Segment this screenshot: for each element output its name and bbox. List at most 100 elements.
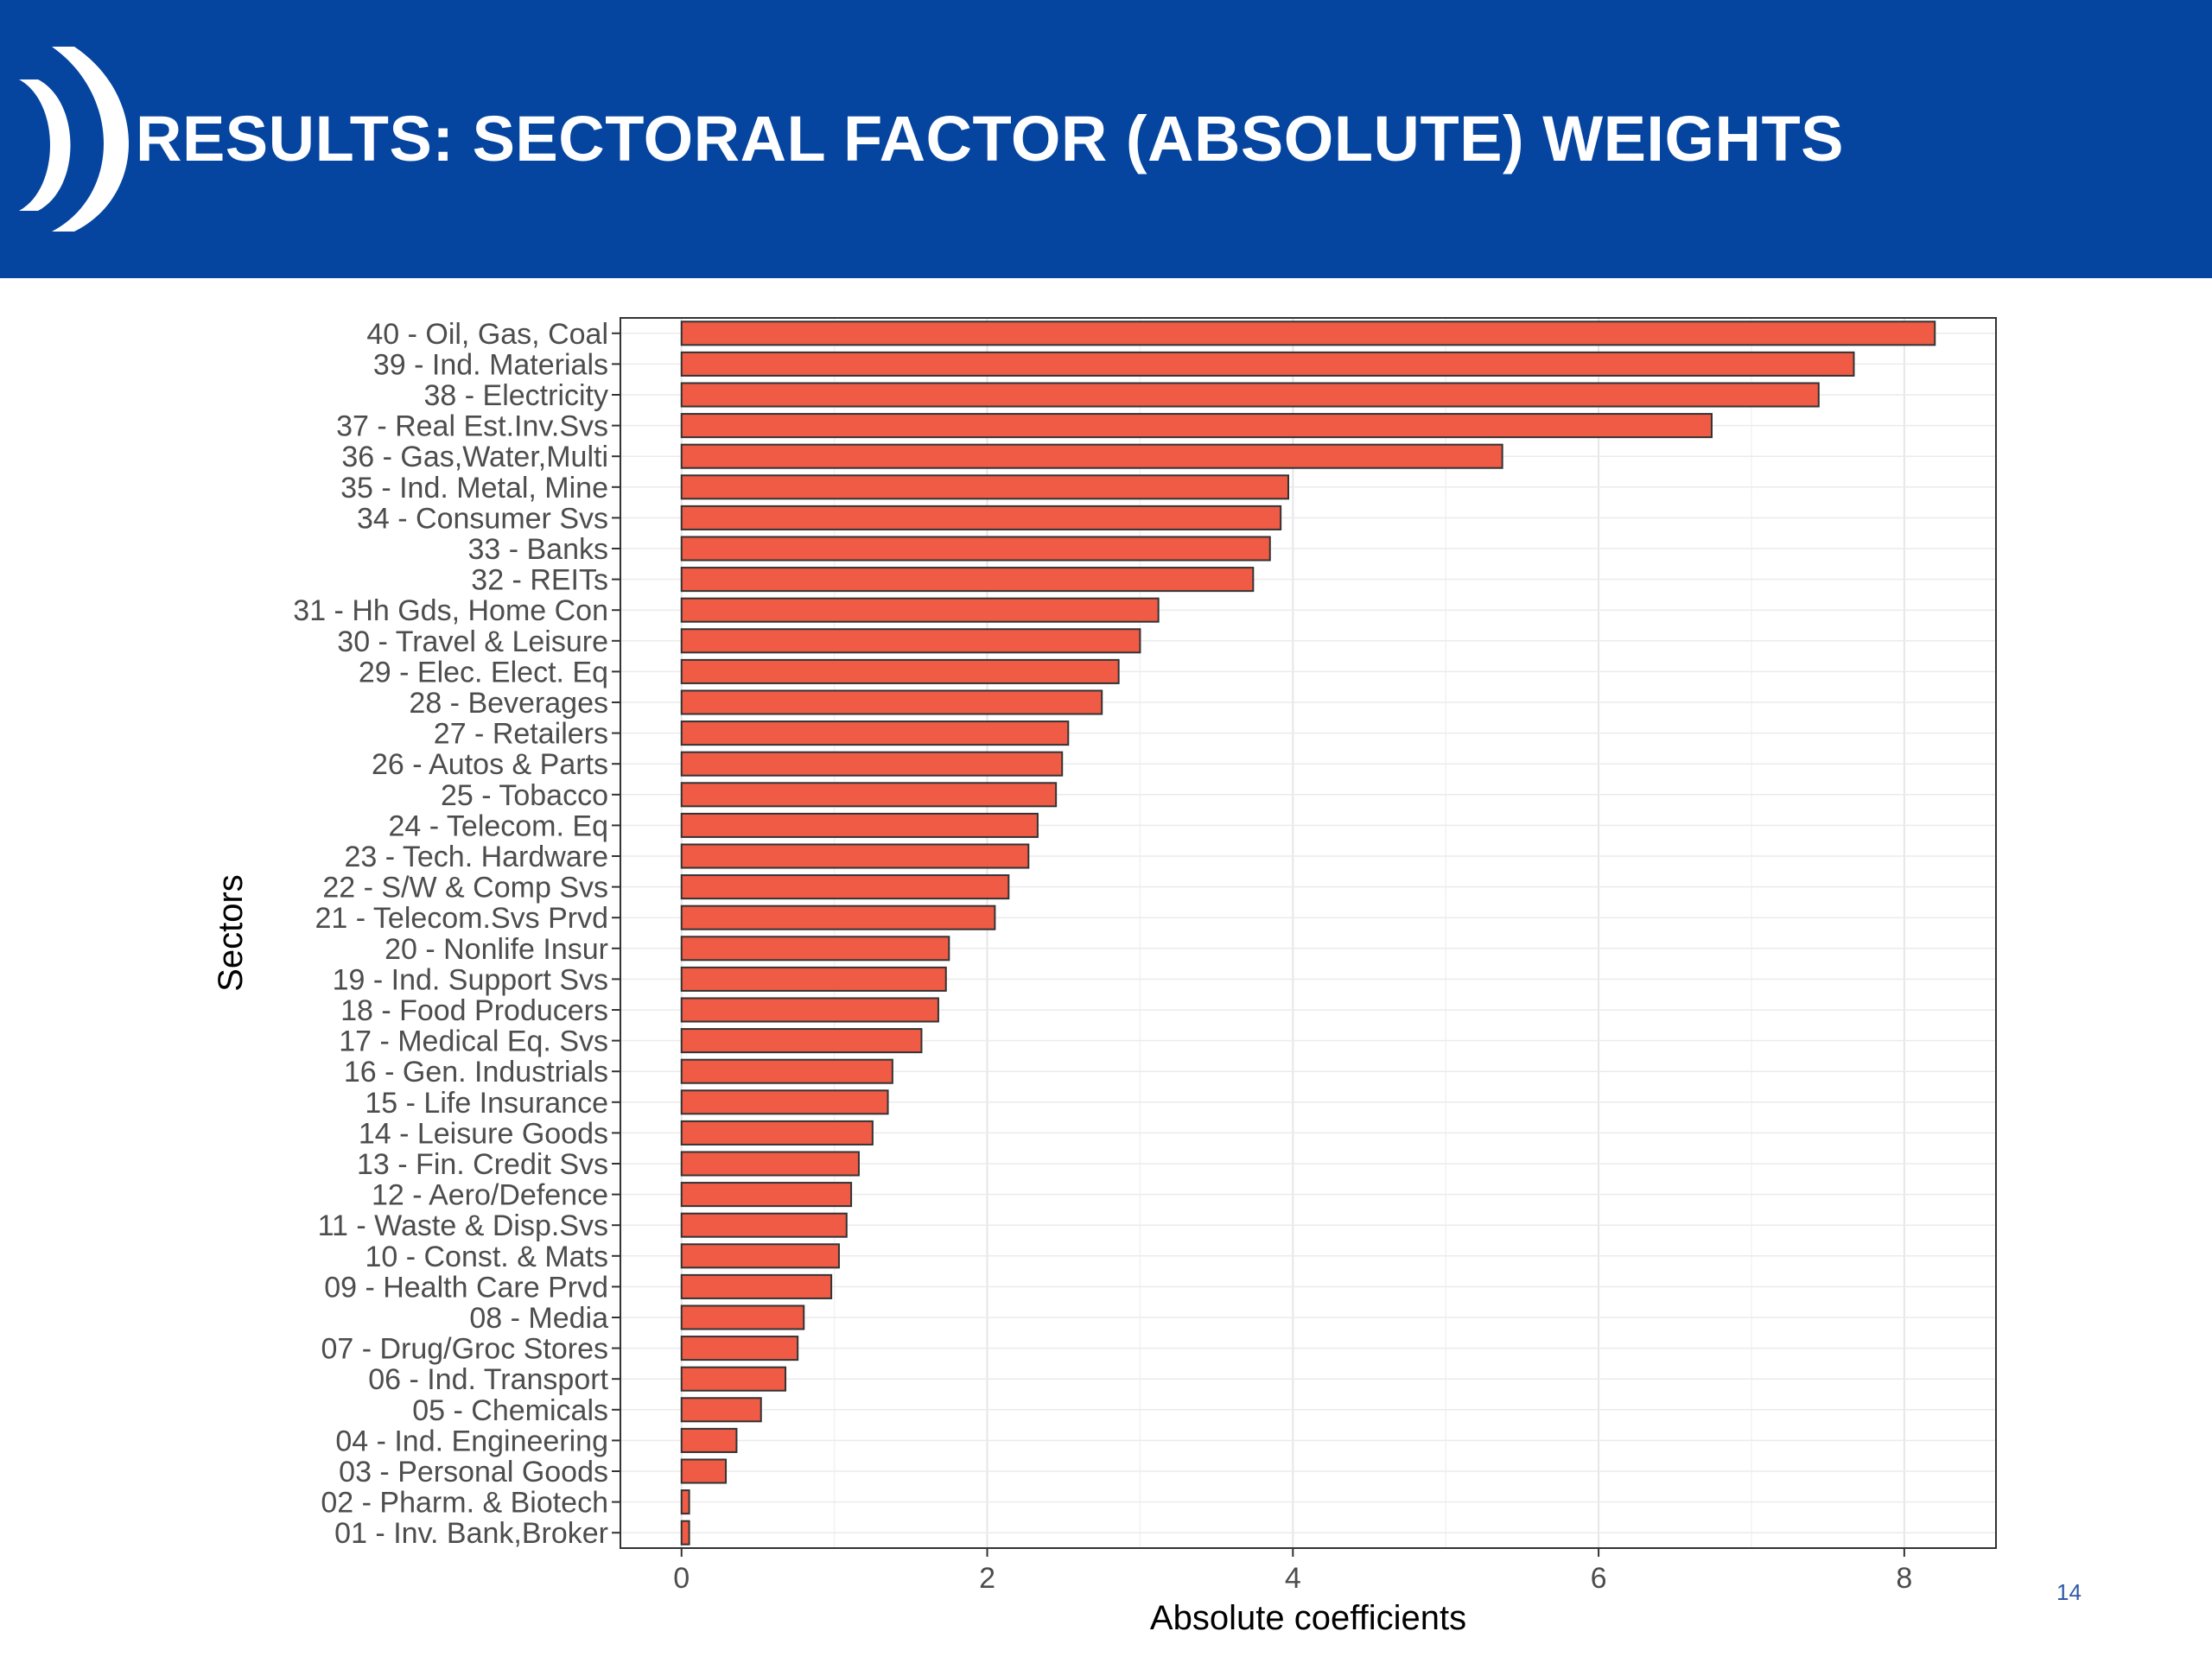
y-tick-label: 15 - Life Insurance <box>365 1087 608 1120</box>
plot-area <box>620 318 1996 1548</box>
x-axis-label: Absolute coefficients <box>1150 1599 1466 1637</box>
bar <box>680 1304 805 1330</box>
y-tick-label: 02 - Pharm. & Biotech <box>321 1487 608 1520</box>
bar <box>680 658 1120 684</box>
plot-border <box>620 317 1997 1549</box>
bar <box>680 567 1255 593</box>
y-tick-label: 34 - Consumer Svs <box>357 502 608 535</box>
y-tick-label: 30 - Travel & Leisure <box>337 625 608 658</box>
y-tick-label: 19 - Ind. Support Svs <box>333 963 608 996</box>
bar <box>680 1427 738 1453</box>
x-axis-ticks: 0 2 4 6 8 <box>673 1548 1912 1595</box>
y-tick-label: 20 - Nonlife Insur <box>385 933 608 966</box>
bar <box>680 597 1160 623</box>
y-tick-label: 03 - Personal Goods <box>339 1456 608 1488</box>
bar <box>680 874 1010 900</box>
y-tick-label: 21 - Telecom.Svs Prvd <box>315 902 608 935</box>
bar <box>680 997 939 1023</box>
y-tick-label: 32 - REITs <box>471 564 608 597</box>
y-tick-label: 22 - S/W & Comp Svs <box>322 872 608 904</box>
bar <box>680 474 1290 500</box>
y-tick-label: 24 - Telecom. Eq <box>388 809 608 842</box>
bar <box>680 1273 833 1299</box>
y-tick-label: 17 - Medical Eq. Svs <box>339 1025 608 1058</box>
header-background <box>0 0 2212 278</box>
bar <box>680 1028 923 1054</box>
logo-arc-small <box>19 79 71 211</box>
y-tick-label: 26 - Autos & Parts <box>372 748 608 781</box>
bar <box>680 1336 799 1362</box>
y-tick-label: 12 - Aero/Defence <box>372 1179 608 1212</box>
y-tick-label: 29 - Elec. Elect. Eq <box>359 656 608 689</box>
y-tick-label: 33 - Banks <box>467 533 608 566</box>
y-tick-label: 09 - Health Care Prvd <box>324 1271 608 1304</box>
bar <box>680 936 950 962</box>
bar <box>680 1182 853 1208</box>
bar <box>680 843 1030 869</box>
y-tick-label: 06 - Ind. Transport <box>368 1363 608 1396</box>
bar <box>680 413 1713 439</box>
y-tick-label: 23 - Tech. Hardware <box>344 841 608 873</box>
y-tick-label: 36 - Gas,Water,Multi <box>341 441 608 473</box>
bar <box>680 1089 889 1115</box>
bar <box>680 904 996 930</box>
y-tick-label: 04 - Ind. Engineering <box>335 1425 608 1457</box>
y-tick-label: 16 - Gen. Industrials <box>344 1056 608 1089</box>
bar <box>680 382 1820 408</box>
x-tick-label: 4 <box>1285 1562 1301 1595</box>
bar <box>680 1489 690 1515</box>
x-tick-label: 8 <box>1896 1562 1912 1595</box>
bar <box>680 1151 860 1177</box>
slide-header: RESULTS: SECTORAL FACTOR (ABSOLUTE) WEIG… <box>0 0 2212 278</box>
y-tick-label: 14 - Leisure Goods <box>359 1117 608 1150</box>
x-tick-label: 2 <box>979 1562 995 1595</box>
bar <box>680 812 1039 838</box>
logo-parentheses-icon <box>19 47 129 232</box>
y-tick-label: 39 - Ind. Materials <box>373 348 608 381</box>
bars <box>680 321 1936 1546</box>
y-tick-label: 10 - Const. & Mats <box>365 1241 608 1273</box>
page-title: RESULTS: SECTORAL FACTOR (ABSOLUTE) WEIG… <box>136 103 1845 175</box>
bar <box>680 1520 690 1546</box>
y-tick-label: 37 - Real Est.Inv.Svs <box>336 410 608 443</box>
x-tick-label: 0 <box>673 1562 690 1595</box>
y-axis-label: Sectors <box>212 874 250 992</box>
bar <box>680 1243 840 1269</box>
bar <box>680 1458 728 1484</box>
header-band <box>0 0 2212 278</box>
y-tick-label: 13 - Fin. Credit Svs <box>357 1148 608 1181</box>
bar <box>680 1366 787 1392</box>
y-tick-label: 01 - Inv. Bank,Broker <box>334 1517 608 1550</box>
bar <box>680 751 1064 777</box>
y-tick-label: 08 - Media <box>469 1302 608 1335</box>
y-tick-label: 07 - Drug/Groc Stores <box>321 1333 608 1366</box>
bar <box>680 536 1271 562</box>
bar <box>680 720 1070 746</box>
bar <box>680 1120 874 1146</box>
y-tick-label: 38 - Electricity <box>424 379 609 412</box>
bar <box>680 1212 848 1238</box>
x-tick-label: 6 <box>1591 1562 1607 1595</box>
logo-arc-large <box>52 47 129 232</box>
y-tick-label: 40 - Oil, Gas, Coal <box>366 318 608 351</box>
bar <box>680 628 1141 654</box>
bar <box>680 321 1936 346</box>
y-tick-label: 11 - Waste & Disp.Svs <box>318 1209 608 1242</box>
bar <box>680 782 1058 808</box>
bar <box>680 351 1855 377</box>
bar <box>680 505 1282 530</box>
bar <box>680 443 1503 469</box>
bar <box>680 689 1103 715</box>
y-tick-label: 31 - Hh Gds, Home Con <box>293 594 608 627</box>
page-number: 14 <box>2056 1579 2082 1605</box>
y-tick-label: 25 - Tobacco <box>441 779 608 812</box>
bar <box>680 966 947 992</box>
bar <box>680 1397 762 1423</box>
y-tick-label: 28 - Beverages <box>409 687 608 720</box>
y-tick-label: 27 - Retailers <box>434 718 608 751</box>
y-tick-label: 05 - Chemicals <box>412 1394 608 1427</box>
y-tick-label: 35 - Ind. Metal, Mine <box>340 472 608 505</box>
